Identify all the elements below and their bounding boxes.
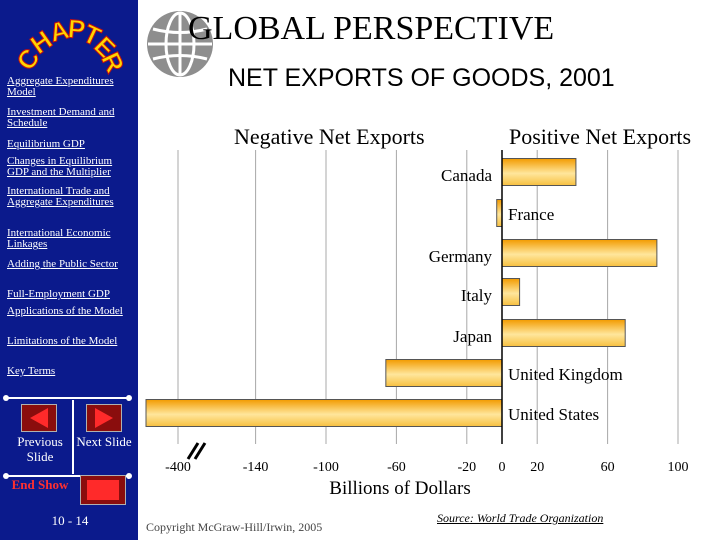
x-tick-label: 20 [530,460,544,475]
bar-italy [501,278,521,306]
nav-link-investment-demand[interactable]: Investment Demand and Schedule [7,106,115,129]
axis-break-mark [186,442,207,460]
copyright-text: Copyright McGraw-Hill/Irwin, 2005 [146,520,323,534]
category-label: United Kingdom [508,365,623,384]
x-tick-label: -400 [165,460,191,475]
end-show-button[interactable] [80,475,126,505]
nav-link-full-employment-gdp[interactable]: Full-Employment GDP [7,288,110,300]
nav-divider-dot [126,473,132,479]
x-tick-label: -20 [457,460,476,475]
category-label: Italy [461,286,493,305]
stop-icon [87,480,119,500]
x-tick-label: 60 [601,460,615,475]
next-slide-button[interactable] [86,404,122,432]
bar-canada [501,158,577,186]
category-label: United States [508,405,599,424]
nav-link-international-trade[interactable]: International Trade and Aggregate Expend… [7,185,114,208]
page-number: 10 - 14 [51,513,89,528]
x-axis-title: Billions of Dollars [329,478,470,499]
nav-link-international-linkages[interactable]: International Economic Linkages [7,227,111,250]
nav-link-applications[interactable]: Applications of the Model [7,305,123,317]
chart-subtitle: NET EXPORTS OF GOODS, 2001 [228,64,615,92]
globe-icon [147,11,213,77]
bar-france [496,199,503,227]
source-text: Source: World Trade Organization [437,511,604,525]
previous-slide-label[interactable]: Previous Slide [17,434,63,464]
bar-japan [501,319,626,347]
x-tick-label: -140 [243,460,269,475]
slide-title: GLOBAL PERSPECTIVE [188,10,555,47]
x-tick-label: 100 [668,460,689,475]
category-label: France [508,205,554,224]
nav-divider-dot [3,395,9,401]
nav-link-public-sector[interactable]: Adding the Public Sector [7,258,118,270]
nav-link-equilibrium-gdp[interactable]: Equilibrium GDP [7,138,85,150]
x-tick-label: 0 [499,460,506,475]
x-tick-label: -100 [313,460,339,475]
previous-slide-button[interactable] [21,404,57,432]
nav-link-changes-in-equilibrium[interactable]: Changes in Equilibrium GDP and the Multi… [7,155,113,178]
bar-united-kingdom [385,359,503,387]
nav-link-limitations[interactable]: Limitations of the Model [7,335,118,347]
nav-divider-vertical [72,400,74,474]
nav-divider [6,397,130,399]
category-label: Germany [429,247,493,266]
category-label: Japan [453,327,492,346]
negative-exports-label: Negative Net Exports [234,124,425,149]
category-label: Canada [441,166,492,185]
nav-divider-dot [3,473,9,479]
nav-link-aggregate-expenditures[interactable]: Aggregate Expenditures Model [7,75,114,98]
next-slide-label[interactable]: Next Slide [76,434,132,449]
left-arrow-icon [30,408,48,428]
nav-divider-dot [126,395,132,401]
x-tick-label: -60 [387,460,406,475]
positive-exports-label: Positive Net Exports [509,124,692,149]
nav-divider [6,475,130,477]
right-arrow-icon [95,408,113,428]
chapter-sidebar: C H A P T E R Aggregate Expenditures Mod… [0,0,138,540]
nav-link-key-terms[interactable]: Key Terms [7,365,56,377]
bar-germany [501,239,658,267]
end-show-label[interactable]: End Show [11,477,69,492]
bar-united-states [145,399,503,427]
